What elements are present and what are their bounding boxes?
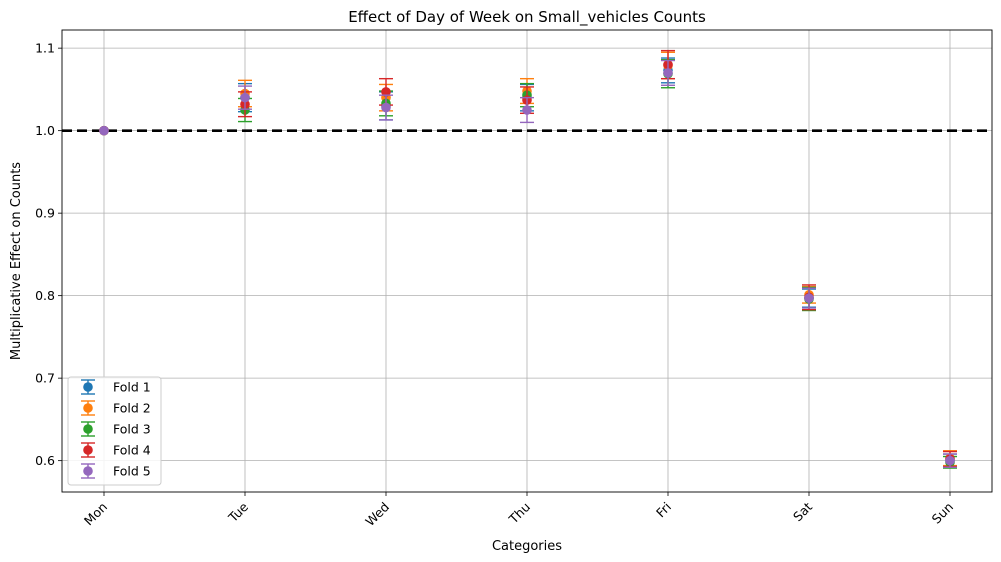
x-tick-label: Fri xyxy=(653,499,674,520)
legend-marker xyxy=(83,466,93,476)
legend-item: Fold 2 xyxy=(81,400,151,416)
y-axis-title: Multiplicative Effect on Counts xyxy=(9,162,24,360)
data-point xyxy=(522,105,532,115)
chart-title: Effect of Day of Week on Small_vehicles … xyxy=(348,8,706,27)
legend-item: Fold 3 xyxy=(81,421,151,437)
y-tick-label: 0.9 xyxy=(35,206,55,221)
legend-label: Fold 5 xyxy=(113,464,151,479)
legend-label: Fold 2 xyxy=(113,401,151,416)
legend-label: Fold 3 xyxy=(113,422,151,437)
y-tick-label: 0.6 xyxy=(35,453,55,468)
data-point xyxy=(381,102,391,113)
series-fold-5 xyxy=(99,59,957,468)
legend-item: Fold 5 xyxy=(81,463,151,479)
data-point xyxy=(381,87,391,97)
y-tick-label: 0.7 xyxy=(35,371,55,386)
x-tick-label: Sat xyxy=(790,499,815,524)
legend-marker xyxy=(83,445,93,455)
data-point xyxy=(804,293,814,303)
x-tick-label: Thu xyxy=(505,499,533,527)
data-marks xyxy=(99,49,957,469)
x-tick-label: Mon xyxy=(81,499,110,528)
legend-item: Fold 4 xyxy=(81,442,151,458)
y-tick-label: 1.1 xyxy=(35,41,55,56)
y-tick-label: 0.8 xyxy=(35,288,55,303)
x-tick-label: Wed xyxy=(362,499,392,529)
y-tick-label: 1.0 xyxy=(35,123,55,138)
data-point xyxy=(945,455,955,466)
legend-label: Fold 4 xyxy=(113,443,151,458)
legend-marker xyxy=(83,424,93,434)
data-point xyxy=(99,125,109,136)
legend-item: Fold 1 xyxy=(81,379,151,395)
x-tick-label: Sun xyxy=(929,499,956,526)
legend-label: Fold 1 xyxy=(113,380,151,395)
data-point xyxy=(240,92,250,103)
legend-box xyxy=(67,376,162,486)
legend-marker xyxy=(83,382,93,392)
x-axis: Mon Tue Wed Thu Fri Sat Sun xyxy=(81,492,956,529)
data-point xyxy=(663,68,673,78)
legend: Fold 1 Fold 2 Fold 3 Fold 4 Fold 5 xyxy=(67,376,162,486)
x-tick-label: Tue xyxy=(225,499,252,526)
x-axis-title: Categories xyxy=(492,539,562,554)
y-axis: 0.6 0.7 0.8 0.9 1.0 1.1 xyxy=(35,41,62,468)
legend-marker xyxy=(83,403,93,413)
